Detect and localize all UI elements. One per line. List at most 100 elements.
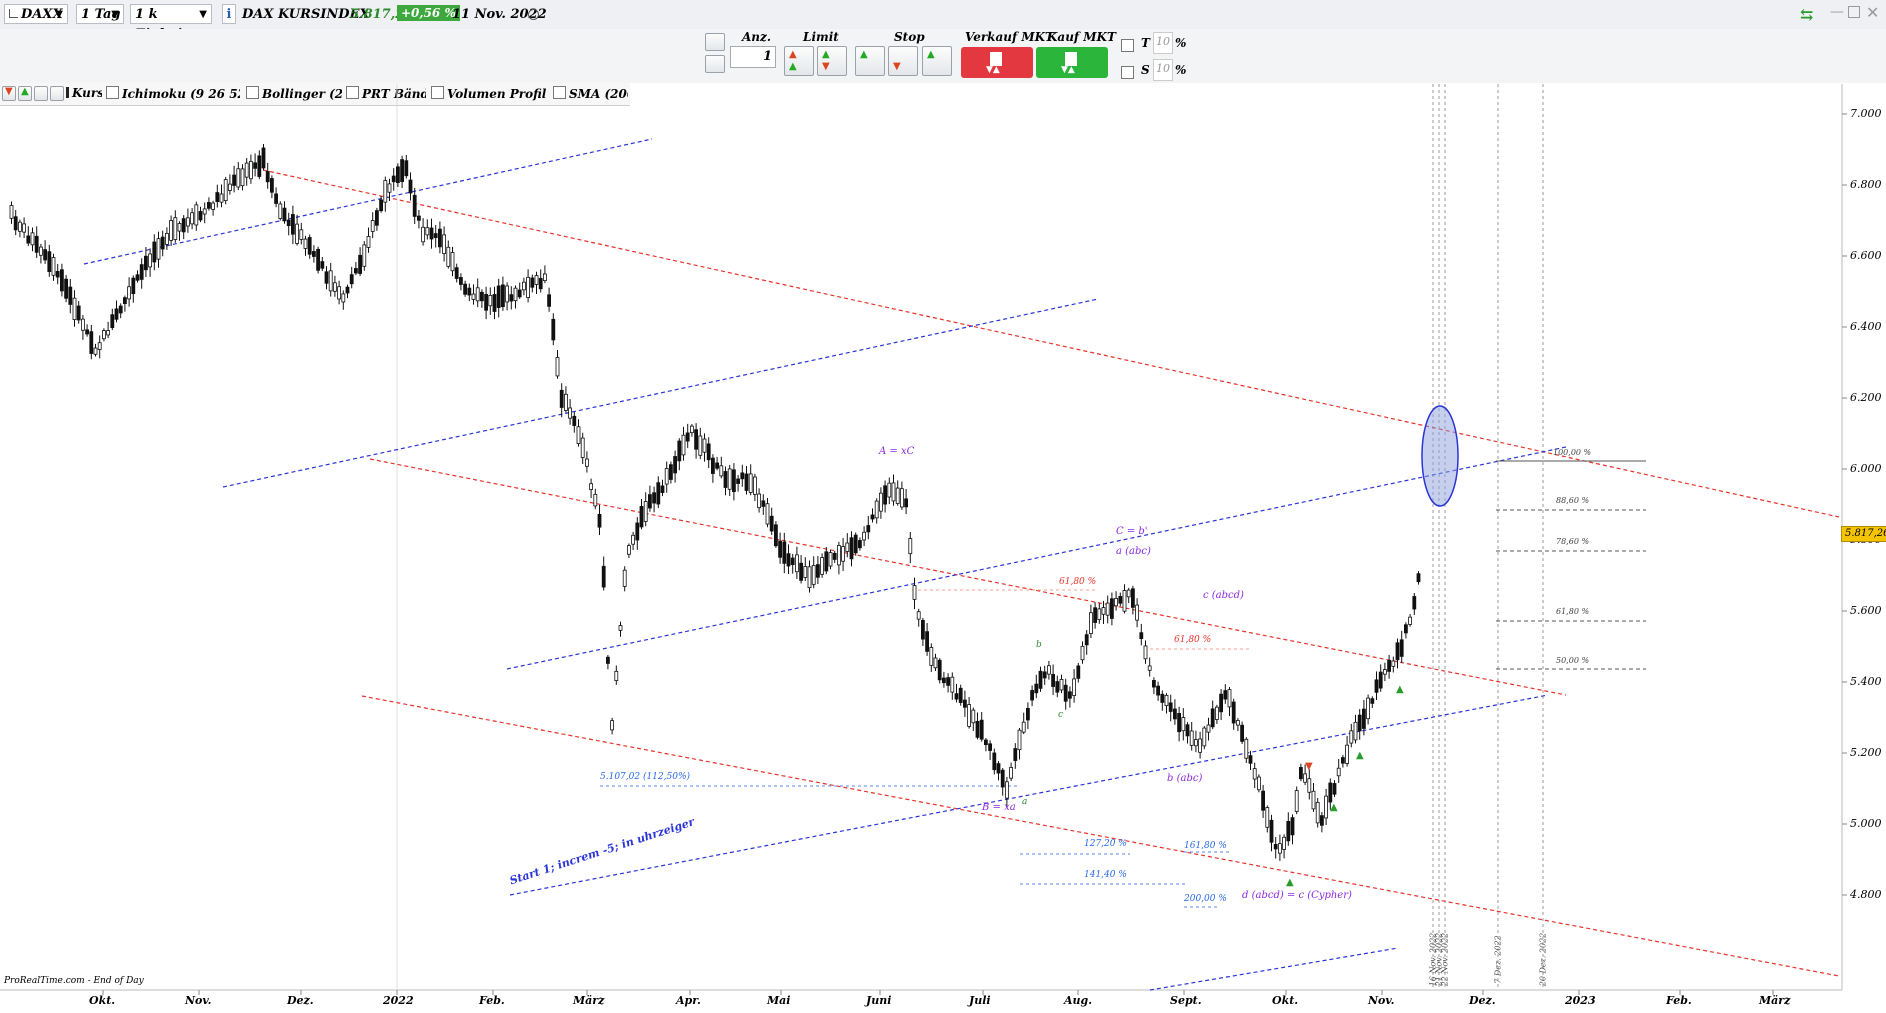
buy-mkt-button[interactable]: ▼▲ <box>1036 47 1108 78</box>
maximize-icon[interactable] <box>1848 6 1860 18</box>
candle-body <box>353 268 358 274</box>
candle-body <box>1370 698 1375 704</box>
candle-body <box>43 249 47 261</box>
candle-body <box>1068 691 1072 699</box>
candle-body <box>774 524 778 547</box>
indicator-label: Kurs <box>72 86 102 100</box>
stop-sell-button[interactable]: ▼ <box>888 46 918 76</box>
fib-level-78: 78,60 % <box>1556 537 1590 546</box>
x-axis-label: Feb. <box>1666 994 1692 1007</box>
candle-body <box>1336 767 1341 777</box>
candle-body <box>102 330 106 340</box>
t-input[interactable]: 10 <box>1153 32 1173 54</box>
indicator-volume-profile[interactable]: Volumen Profil (25) <box>431 86 549 102</box>
candle-body <box>681 434 686 456</box>
minimize-icon[interactable]: — <box>1830 4 1844 20</box>
candle-body <box>26 235 31 244</box>
indicator-ichimoku[interactable]: Ichimoku (9 26 52) <box>106 86 240 102</box>
candle-body <box>820 557 824 575</box>
candle-body <box>1093 607 1097 623</box>
t-checkbox[interactable] <box>1121 39 1134 52</box>
stop-buy-button[interactable]: ▲ <box>855 46 885 76</box>
x-axis-label: Aug. <box>1064 994 1093 1007</box>
candle-body <box>131 277 136 295</box>
annotation-d-abcd: d (abcd) = c (Cypher) <box>1242 890 1352 901</box>
candle-body <box>694 429 698 450</box>
s-checkbox[interactable] <box>1121 66 1134 79</box>
candle-body <box>1265 807 1270 828</box>
candle-body <box>1374 679 1379 693</box>
candle-body <box>345 286 350 294</box>
candle-body <box>156 238 161 260</box>
candle-body <box>337 286 342 300</box>
annotation-small-c: c <box>1058 710 1064 720</box>
candle-body <box>937 659 942 681</box>
x-axis-label: Juli <box>969 994 991 1007</box>
indicator-sma[interactable]: SMA (200) <box>553 86 628 102</box>
candle-body <box>593 493 598 507</box>
candle-body <box>963 699 967 708</box>
info-icon[interactable]: i <box>222 4 236 24</box>
indicator-prt[interactable]: PRT Bänder <box>346 86 426 102</box>
candle-body <box>39 246 43 256</box>
signal-arrow-icon: ▲ <box>1286 877 1294 888</box>
sync-icon[interactable]: ⇆ <box>1800 5 1814 24</box>
annotation-ext-141: 141,40 % <box>1084 870 1127 880</box>
sell-mkt-button[interactable]: ▼▲ <box>961 47 1033 78</box>
candle-body <box>1320 815 1324 826</box>
candle-body <box>765 503 770 525</box>
candle-body <box>895 487 900 504</box>
list-icon[interactable] <box>50 86 64 101</box>
candle-body <box>311 251 316 257</box>
candle-body <box>51 257 56 276</box>
qty-input[interactable]: 1 <box>730 46 776 68</box>
candle-body <box>690 425 694 434</box>
candle-body <box>395 166 400 184</box>
y-axis-label: 5.600 <box>1850 604 1882 617</box>
close-icon[interactable]: ✕ <box>1866 3 1880 22</box>
candle-body <box>635 522 640 541</box>
signal-arrow-icon: ▼ <box>1305 761 1313 772</box>
current-price-tag: 5.817,26 <box>1841 526 1886 542</box>
candle-body <box>639 506 644 528</box>
up-icon[interactable]: ▲ <box>18 86 32 101</box>
timeframe-select[interactable]: 1 Tag ▼ <box>76 4 124 24</box>
candle-body <box>55 271 60 278</box>
indicator-kurs[interactable]: Kurs <box>66 86 102 102</box>
candle-body <box>1362 708 1366 729</box>
stop-trail-button[interactable]: ▲ <box>922 46 952 76</box>
s-input[interactable]: 10 <box>1153 59 1173 81</box>
candle-body <box>374 210 379 226</box>
candle-body <box>618 625 623 631</box>
candle-body <box>349 274 354 285</box>
candle-body <box>1076 665 1081 679</box>
candle-body <box>110 314 115 328</box>
t-label: T <box>1141 36 1150 50</box>
candle-body <box>332 282 337 292</box>
indicator-bollinger[interactable]: Bollinger (20 2) <box>246 86 342 102</box>
candle-body <box>988 743 992 751</box>
blue-channel-line <box>83 138 653 265</box>
candle-body <box>631 534 635 545</box>
remove-icon[interactable]: ▼ <box>2 86 16 101</box>
keyboard-icon[interactable] <box>705 55 725 73</box>
candle-body <box>627 545 631 555</box>
candle-body <box>22 223 27 233</box>
candle-body <box>757 493 761 509</box>
limit-buy-button[interactable]: ▲ ▲ <box>784 46 814 76</box>
settings-icon[interactable] <box>34 86 48 101</box>
symbol-select[interactable]: DAXX ▼ <box>4 4 68 24</box>
candle-body <box>925 631 929 652</box>
limit-sell-button[interactable]: ▲ ▼ <box>817 46 847 76</box>
candle-body <box>215 192 220 202</box>
date-label: 11 Nov. 2022 <box>452 7 547 22</box>
candle-body <box>282 207 287 222</box>
candle-body <box>1168 702 1173 712</box>
candle-body <box>127 286 131 300</box>
candle-body <box>106 330 110 336</box>
annotation-ext-161: 161,80 % <box>1184 841 1227 851</box>
candle-body <box>1110 598 1114 619</box>
wrench-icon[interactable] <box>705 33 725 51</box>
candle-body <box>1269 819 1274 843</box>
